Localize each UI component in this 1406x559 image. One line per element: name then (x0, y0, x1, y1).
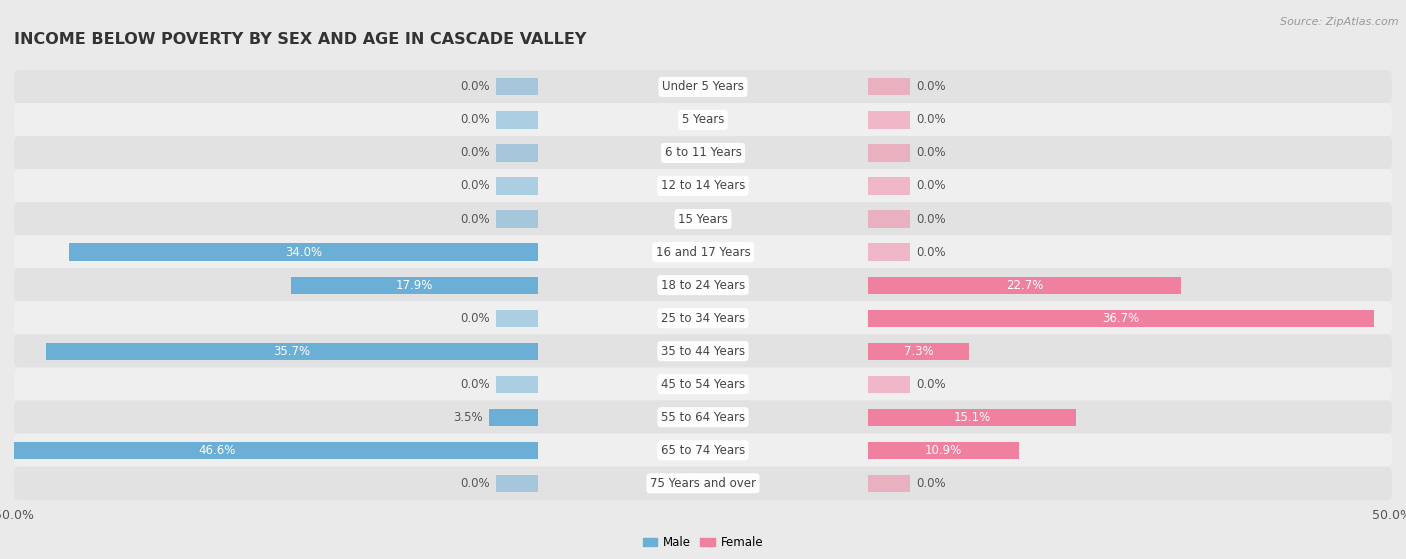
Bar (496, 310, 537, 326)
Text: 5 Years: 5 Years (682, 113, 724, 126)
Text: 0.0%: 0.0% (917, 378, 946, 391)
Text: 45 to 54 Years: 45 to 54 Years (661, 378, 745, 391)
Text: 46.6%: 46.6% (198, 444, 235, 457)
Bar (869, 111, 910, 129)
Text: 18 to 24 Years: 18 to 24 Years (661, 278, 745, 292)
FancyBboxPatch shape (14, 70, 1392, 104)
Text: 75 Years and over: 75 Years and over (650, 477, 756, 490)
Bar (496, 177, 537, 195)
FancyBboxPatch shape (14, 103, 1392, 137)
Bar (69, 244, 537, 260)
Bar (496, 376, 537, 393)
Text: 0.0%: 0.0% (460, 146, 489, 159)
Text: 0.0%: 0.0% (917, 80, 946, 93)
Bar (496, 210, 537, 228)
Text: 22.7%: 22.7% (1007, 278, 1043, 292)
Text: 0.0%: 0.0% (460, 212, 489, 225)
Bar (496, 111, 537, 129)
Text: 0.0%: 0.0% (460, 311, 489, 325)
Text: 0.0%: 0.0% (917, 179, 946, 192)
Text: 10.9%: 10.9% (925, 444, 962, 457)
Text: 0.0%: 0.0% (460, 80, 489, 93)
Text: 35.7%: 35.7% (273, 345, 311, 358)
Bar (496, 475, 537, 492)
Bar (869, 376, 910, 393)
Bar (869, 343, 969, 360)
Text: 15 Years: 15 Years (678, 212, 728, 225)
Bar (496, 78, 537, 96)
FancyBboxPatch shape (14, 136, 1392, 170)
FancyBboxPatch shape (14, 466, 1392, 500)
Bar (869, 78, 910, 96)
Bar (869, 475, 910, 492)
Bar (869, 409, 1077, 426)
Bar (291, 277, 537, 293)
Text: 0.0%: 0.0% (917, 212, 946, 225)
Text: 3.5%: 3.5% (453, 411, 482, 424)
Text: 0.0%: 0.0% (917, 245, 946, 259)
FancyBboxPatch shape (14, 169, 1392, 203)
Bar (869, 144, 910, 162)
Text: 17.9%: 17.9% (395, 278, 433, 292)
Bar (869, 310, 1374, 326)
Text: 65 to 74 Years: 65 to 74 Years (661, 444, 745, 457)
Text: 16 and 17 Years: 16 and 17 Years (655, 245, 751, 259)
Bar (489, 409, 537, 426)
Bar (46, 343, 537, 360)
Bar (869, 277, 1181, 293)
Text: 55 to 64 Years: 55 to 64 Years (661, 411, 745, 424)
Text: 0.0%: 0.0% (460, 477, 489, 490)
Text: 12 to 14 Years: 12 to 14 Years (661, 179, 745, 192)
Text: 7.3%: 7.3% (904, 345, 934, 358)
Text: 35 to 44 Years: 35 to 44 Years (661, 345, 745, 358)
Text: 0.0%: 0.0% (917, 146, 946, 159)
Bar (869, 210, 910, 228)
FancyBboxPatch shape (14, 433, 1392, 467)
Bar (869, 177, 910, 195)
FancyBboxPatch shape (14, 334, 1392, 368)
Text: 0.0%: 0.0% (917, 113, 946, 126)
Text: Under 5 Years: Under 5 Years (662, 80, 744, 93)
Legend: Male, Female: Male, Female (638, 532, 768, 554)
Text: 15.1%: 15.1% (953, 411, 991, 424)
Text: Source: ZipAtlas.com: Source: ZipAtlas.com (1281, 17, 1399, 27)
FancyBboxPatch shape (14, 367, 1392, 401)
Text: 0.0%: 0.0% (460, 113, 489, 126)
Text: 6 to 11 Years: 6 to 11 Years (665, 146, 741, 159)
Text: 0.0%: 0.0% (460, 378, 489, 391)
Bar (496, 144, 537, 162)
Text: 34.0%: 34.0% (285, 245, 322, 259)
Text: 36.7%: 36.7% (1102, 311, 1140, 325)
Text: 0.0%: 0.0% (460, 179, 489, 192)
FancyBboxPatch shape (14, 400, 1392, 434)
Bar (869, 442, 1018, 459)
FancyBboxPatch shape (14, 268, 1392, 302)
Text: INCOME BELOW POVERTY BY SEX AND AGE IN CASCADE VALLEY: INCOME BELOW POVERTY BY SEX AND AGE IN C… (14, 32, 586, 48)
Text: 25 to 34 Years: 25 to 34 Years (661, 311, 745, 325)
Bar (869, 244, 910, 260)
FancyBboxPatch shape (14, 301, 1392, 335)
Bar (0, 442, 537, 459)
FancyBboxPatch shape (14, 235, 1392, 269)
FancyBboxPatch shape (14, 202, 1392, 236)
Text: 0.0%: 0.0% (917, 477, 946, 490)
